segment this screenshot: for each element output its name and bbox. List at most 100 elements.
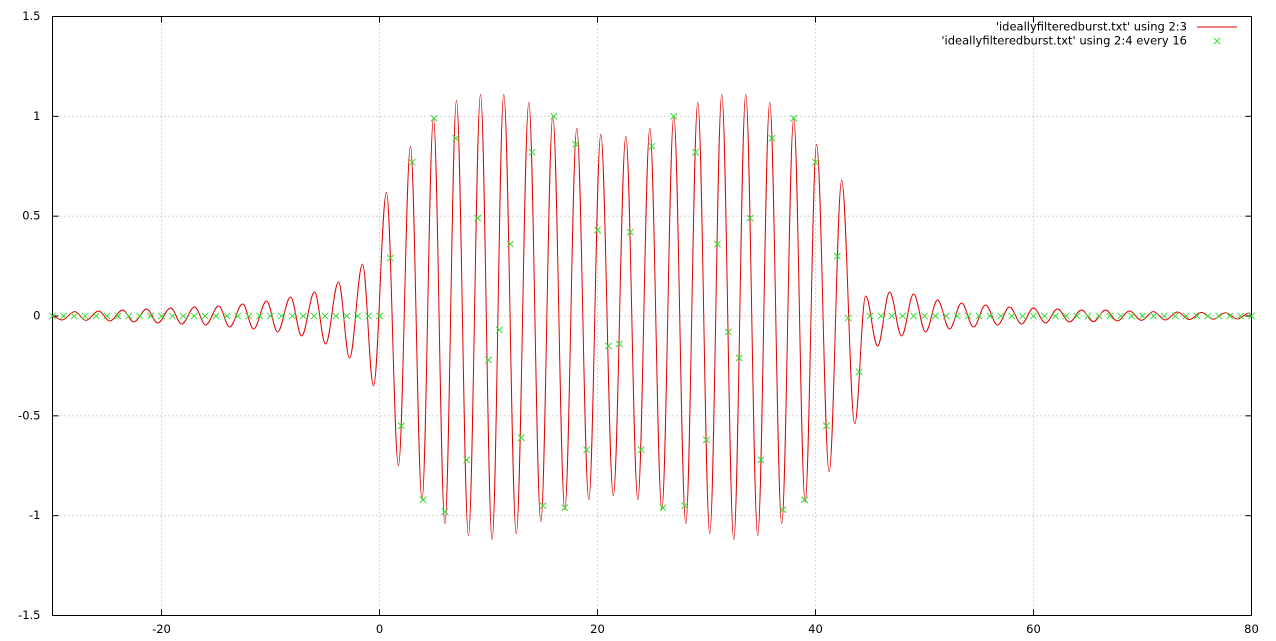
data-point bbox=[931, 312, 939, 320]
data-point bbox=[375, 312, 384, 320]
data-point bbox=[528, 148, 536, 156]
data-point bbox=[452, 134, 460, 142]
data-point bbox=[822, 422, 830, 430]
data-point bbox=[757, 456, 765, 464]
data-point bbox=[386, 254, 394, 262]
data-point bbox=[550, 112, 558, 120]
data-point bbox=[212, 312, 220, 320]
data-point bbox=[811, 158, 820, 166]
data-point bbox=[1193, 312, 1201, 320]
data-point bbox=[779, 506, 787, 514]
data-point bbox=[583, 446, 591, 454]
plot-frame bbox=[52, 16, 1252, 616]
legend-label: 'ideallyfilteredburst.txt' using 2:4 eve… bbox=[941, 34, 1187, 48]
data-point bbox=[1171, 312, 1179, 320]
data-point bbox=[724, 328, 732, 336]
data-point bbox=[1226, 312, 1234, 320]
data-point bbox=[245, 312, 253, 320]
data-point bbox=[114, 312, 122, 320]
data-point bbox=[1138, 312, 1147, 320]
x-tick-label: 20 bbox=[590, 622, 605, 636]
data-point bbox=[1008, 312, 1016, 320]
data-point bbox=[1073, 312, 1081, 320]
y-tick-label: 1 bbox=[33, 109, 40, 123]
data-point bbox=[637, 446, 645, 454]
data-point bbox=[1182, 312, 1190, 320]
data-point bbox=[1106, 312, 1114, 320]
data-point bbox=[866, 312, 874, 320]
x-tick-label: -20 bbox=[152, 622, 171, 636]
data-point bbox=[59, 312, 67, 320]
data-point bbox=[1215, 312, 1223, 320]
data-point bbox=[201, 312, 209, 320]
x-tick-label: 60 bbox=[1026, 622, 1041, 636]
data-point bbox=[942, 312, 950, 320]
data-point bbox=[441, 508, 449, 516]
data-point bbox=[604, 342, 612, 350]
data-point bbox=[844, 314, 852, 322]
y-tick-label: 1.5 bbox=[22, 9, 40, 23]
data-point bbox=[702, 436, 711, 444]
data-point bbox=[92, 312, 100, 320]
data-point bbox=[495, 326, 503, 334]
data-point bbox=[506, 240, 514, 248]
legend-label: 'ideallyfilteredburst.txt' using 2:3 bbox=[996, 20, 1187, 34]
data-point bbox=[223, 312, 231, 320]
y-tick-label: -0.5 bbox=[18, 408, 40, 422]
data-point bbox=[593, 226, 602, 234]
data-point bbox=[1019, 312, 1027, 320]
x-tick-label: 0 bbox=[376, 622, 383, 636]
data-point bbox=[81, 312, 89, 320]
data-point bbox=[659, 504, 667, 512]
data-point bbox=[735, 354, 743, 362]
data-point bbox=[997, 312, 1005, 320]
data-point bbox=[768, 134, 776, 142]
data-point bbox=[899, 312, 907, 320]
data-point bbox=[910, 312, 918, 320]
data-point bbox=[1040, 312, 1048, 320]
data-point bbox=[147, 312, 155, 320]
data-point bbox=[801, 496, 809, 504]
data-point bbox=[833, 252, 841, 260]
data-point bbox=[746, 214, 754, 222]
data-point bbox=[190, 312, 198, 320]
data-point bbox=[310, 312, 318, 320]
data-point bbox=[648, 142, 656, 150]
data-point bbox=[561, 504, 569, 512]
data-point bbox=[1160, 312, 1168, 320]
data-point bbox=[103, 312, 111, 320]
data-point bbox=[615, 340, 623, 348]
data-point bbox=[484, 356, 493, 364]
data-point bbox=[790, 114, 798, 122]
data-point bbox=[277, 312, 285, 320]
data-point bbox=[670, 112, 678, 120]
data-point bbox=[430, 114, 438, 122]
data-point bbox=[321, 312, 329, 320]
data-point bbox=[1247, 312, 1256, 320]
data-point bbox=[266, 312, 275, 320]
data-point bbox=[299, 312, 307, 320]
data-point bbox=[419, 496, 427, 504]
data-point bbox=[474, 214, 482, 222]
data-point bbox=[1051, 312, 1059, 320]
data-point bbox=[1029, 312, 1038, 320]
data-point bbox=[1237, 312, 1245, 320]
x-tick-label: 80 bbox=[1244, 622, 1259, 636]
data-point bbox=[986, 312, 994, 320]
data-point bbox=[920, 312, 929, 320]
y-tick-label: -1.5 bbox=[18, 608, 40, 622]
data-point bbox=[539, 502, 547, 510]
y-tick-label: -1 bbox=[29, 508, 40, 522]
x-tick-label: 40 bbox=[808, 622, 823, 636]
data-point bbox=[953, 312, 961, 320]
data-line bbox=[52, 93, 1252, 541]
data-point bbox=[692, 148, 700, 156]
y-tick-label: 0 bbox=[33, 309, 40, 323]
data-point bbox=[234, 312, 242, 320]
data-point bbox=[136, 312, 144, 320]
data-point bbox=[572, 140, 580, 148]
data-point bbox=[168, 312, 176, 320]
data-point bbox=[256, 312, 264, 320]
